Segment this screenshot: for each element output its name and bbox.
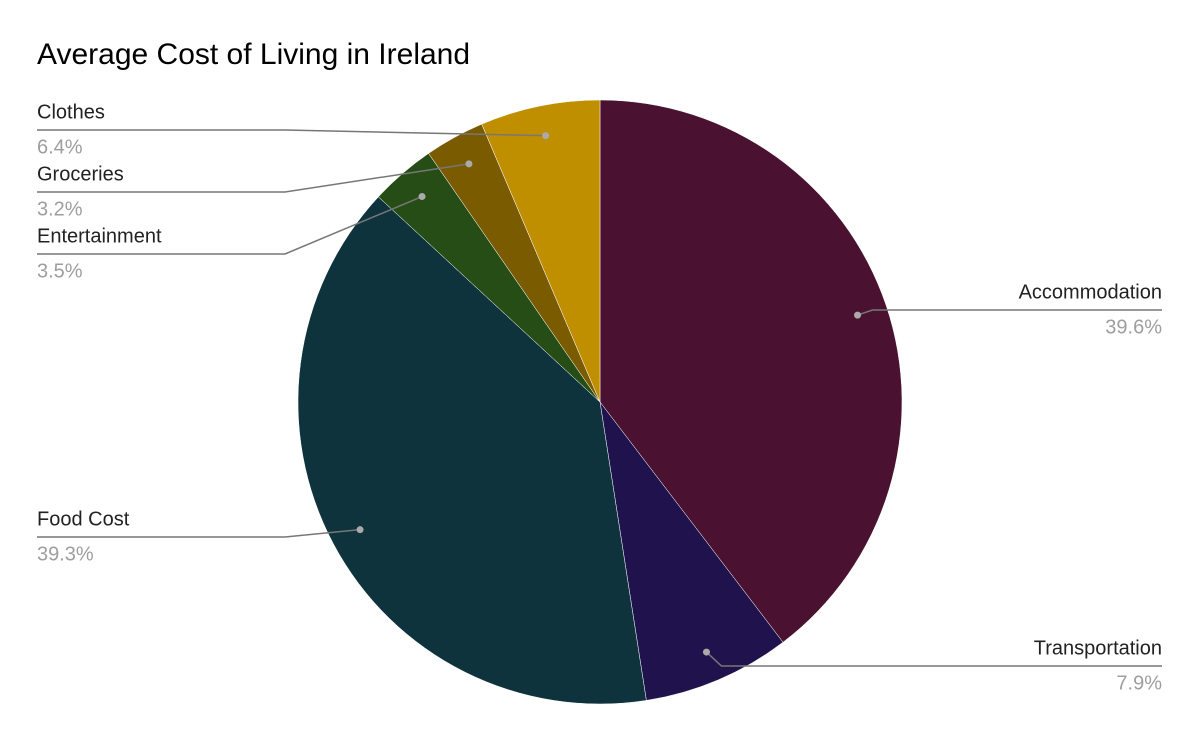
slice-value-label: 7.9% — [1116, 672, 1162, 694]
slice-value-label: 3.2% — [37, 198, 83, 220]
slice-label: Groceries — [37, 163, 124, 185]
pie-slice — [599, 401, 784, 701]
pie-slice — [599, 99, 903, 643]
slice-label: Accommodation — [1019, 281, 1162, 303]
leader-line — [37, 195, 423, 255]
leader-dot — [356, 526, 364, 534]
leader-line — [37, 163, 470, 193]
leader-line — [37, 129, 546, 137]
leader-dot — [542, 132, 550, 140]
slice-value-label: 3.5% — [37, 260, 83, 282]
leader-dot — [854, 311, 862, 319]
leader-line — [857, 309, 1162, 316]
pie-slice — [481, 99, 601, 403]
slice-value-label: 39.3% — [37, 543, 94, 565]
leader-dot — [418, 193, 426, 201]
pie-slice — [297, 196, 647, 705]
chart-title: Average Cost of Living in Ireland — [37, 38, 470, 71]
slice-label: Clothes — [37, 101, 105, 123]
leader-line — [705, 651, 1162, 667]
slice-value-label: 39.6% — [1105, 316, 1162, 338]
leader-dot — [465, 160, 473, 168]
leader-line — [37, 528, 361, 538]
slice-value-label: 6.4% — [37, 136, 83, 158]
slices — [297, 99, 903, 705]
leader-dot — [702, 648, 710, 656]
slice-label: Food Cost — [37, 508, 130, 530]
slice-label: Entertainment — [37, 225, 162, 247]
slice-label: Transportation — [1034, 637, 1162, 659]
